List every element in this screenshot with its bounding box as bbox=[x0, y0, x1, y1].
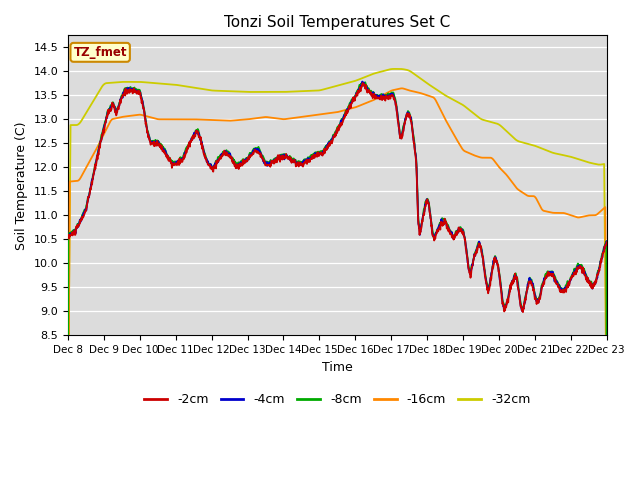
Text: TZ_fmet: TZ_fmet bbox=[74, 46, 127, 59]
X-axis label: Time: Time bbox=[322, 360, 353, 373]
Title: Tonzi Soil Temperatures Set C: Tonzi Soil Temperatures Set C bbox=[224, 15, 451, 30]
Legend: -2cm, -4cm, -8cm, -16cm, -32cm: -2cm, -4cm, -8cm, -16cm, -32cm bbox=[140, 388, 535, 411]
Y-axis label: Soil Temperature (C): Soil Temperature (C) bbox=[15, 121, 28, 250]
